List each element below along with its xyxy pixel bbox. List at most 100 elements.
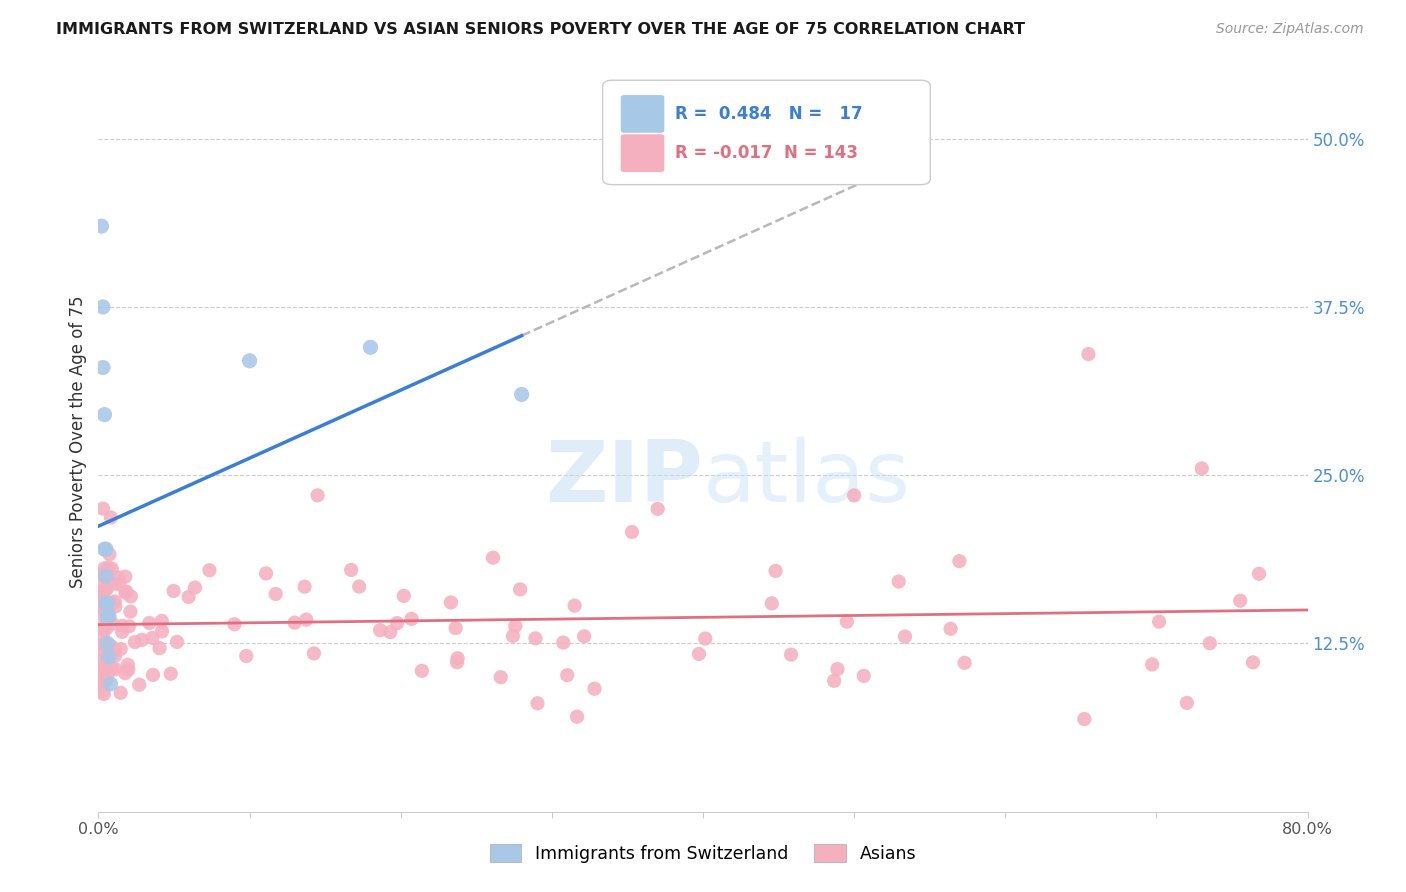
Point [117, 657, 139, 672]
Point [93, 561, 115, 575]
Point [96, 582, 118, 596]
Point [96, 671, 118, 685]
Point [93, 566, 115, 581]
Legend: Immigrants from Switzerland, Asians: Immigrants from Switzerland, Asians [482, 838, 924, 870]
Text: Source: ZipAtlas.com: Source: ZipAtlas.com [1216, 22, 1364, 37]
Point [96, 636, 118, 650]
FancyBboxPatch shape [621, 135, 664, 172]
Point [110, 642, 132, 657]
Text: R = -0.017  N = 143: R = -0.017 N = 143 [675, 145, 858, 162]
Point [224, 617, 246, 632]
Point [509, 582, 531, 597]
Point [295, 613, 318, 627]
Point [94, 566, 117, 580]
Point [1175, 696, 1198, 710]
Point [91, 665, 114, 680]
Point [647, 501, 669, 516]
Point [91, 360, 114, 375]
Point [1140, 657, 1163, 672]
Point [93, 687, 115, 701]
Point [118, 619, 141, 633]
Point [695, 632, 717, 646]
Point [100, 662, 122, 676]
Point [91, 501, 114, 516]
Point [101, 616, 124, 631]
Point [104, 662, 127, 676]
Point [91, 589, 114, 603]
Point [91, 599, 114, 613]
Point [101, 596, 124, 610]
Point [111, 624, 134, 639]
Point [131, 632, 153, 647]
Text: IMMIGRANTS FROM SWITZERLAND VS ASIAN SENIORS POVERTY OVER THE AGE OF 75 CORRELAT: IMMIGRANTS FROM SWITZERLAND VS ASIAN SEN… [56, 22, 1025, 37]
Point [239, 353, 262, 368]
Point [159, 666, 181, 681]
FancyBboxPatch shape [603, 80, 931, 185]
Point [852, 669, 875, 683]
Point [91, 638, 114, 652]
Point [780, 648, 803, 662]
Point [347, 580, 370, 594]
Point [93, 645, 115, 659]
Point [128, 678, 150, 692]
Point [94, 596, 117, 610]
Point [101, 562, 124, 576]
Point [235, 648, 257, 663]
Point [166, 635, 188, 649]
Point [91, 629, 114, 643]
Point [97, 560, 120, 574]
Point [835, 615, 858, 629]
Point [110, 686, 132, 700]
Point [1077, 347, 1099, 361]
Point [765, 564, 787, 578]
Point [114, 586, 136, 600]
Point [91, 584, 114, 599]
Point [583, 681, 606, 696]
Point [91, 569, 114, 583]
Point [392, 589, 415, 603]
Point [294, 580, 316, 594]
Point [505, 619, 527, 633]
Point [120, 605, 142, 619]
Point [264, 587, 287, 601]
Point [510, 387, 533, 401]
Point [385, 616, 408, 631]
Point [91, 620, 114, 634]
Point [307, 488, 329, 502]
Point [1229, 593, 1251, 607]
Point [827, 662, 849, 676]
Point [1198, 636, 1220, 650]
Point [91, 591, 114, 605]
Point [142, 668, 165, 682]
Y-axis label: Seniors Poverty Over the Age of 75: Seniors Poverty Over the Age of 75 [69, 295, 87, 588]
Point [91, 595, 114, 609]
Text: R =  0.484   N =   17: R = 0.484 N = 17 [675, 105, 863, 123]
Point [953, 656, 976, 670]
Point [526, 696, 548, 710]
Point [104, 599, 127, 614]
Point [1241, 656, 1264, 670]
Point [162, 583, 184, 598]
Point [94, 673, 117, 688]
Point [91, 674, 114, 689]
Point [114, 666, 136, 681]
Point [620, 524, 643, 539]
Point [440, 595, 463, 609]
Point [502, 629, 524, 643]
Point [141, 631, 163, 645]
Point [761, 596, 783, 610]
Point [198, 563, 221, 577]
Point [100, 510, 122, 524]
Point [564, 599, 586, 613]
Point [150, 614, 173, 628]
Point [117, 663, 139, 677]
Point [91, 300, 114, 314]
Point [1247, 566, 1270, 581]
Point [1073, 712, 1095, 726]
Point [688, 647, 710, 661]
Point [446, 655, 468, 669]
Point [104, 594, 127, 608]
Point [411, 664, 433, 678]
Point [91, 664, 114, 678]
Point [177, 590, 200, 604]
